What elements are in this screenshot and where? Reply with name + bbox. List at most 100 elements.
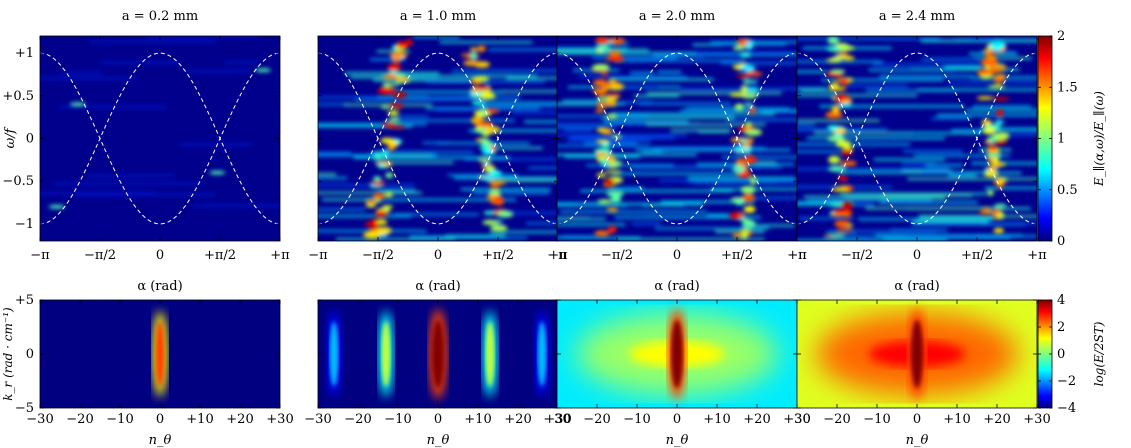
heatmap-hotspot [607, 225, 617, 234]
heatmap-hotspot [610, 195, 622, 204]
heatmap-streak [318, 103, 350, 106]
heatmap-streak [715, 230, 765, 233]
heatmap-hotspot [381, 149, 389, 158]
heatmap-streak [803, 195, 930, 199]
heatmap-hotspot [732, 45, 745, 51]
heatmap-streak [89, 40, 215, 43]
heatmap-hotspot [745, 71, 763, 77]
heatmap-streak [873, 158, 945, 161]
heatmap-hotspot [595, 36, 610, 45]
bottom-panel-1: −30 −20 −10 0 +10 +20 +30 n_θ −5 0 +5k_r (rad · cm… [1, 293, 294, 448]
heatmap-streak [318, 214, 412, 218]
spectrum-peak [381, 321, 391, 387]
heatmap-hotspot [375, 210, 388, 217]
heatmap-streak [394, 115, 429, 118]
heatmap-streak [373, 79, 487, 82]
heatmap-streak [426, 80, 545, 84]
heatmap-streak [318, 208, 366, 211]
heatmap-streak [488, 48, 558, 51]
heatmap-streak [797, 239, 869, 241]
heatmap-hotspot [989, 40, 1007, 49]
heatmap-hotspot [373, 152, 382, 160]
heatmap-hotspot [606, 114, 618, 119]
x-tick-label: −20 [823, 412, 850, 427]
heatmap-hotspot [469, 52, 478, 60]
heatmap-streak [380, 75, 538, 78]
heatmap-streak [611, 202, 704, 206]
heatmap-hotspot [744, 128, 763, 136]
heatmap-streak [797, 150, 852, 153]
colorbar-tick-label: 1 [1057, 132, 1065, 147]
heatmap-hotspot [840, 201, 854, 209]
x-tick-label: +10 [943, 412, 970, 427]
heatmap-hotspot [993, 227, 1004, 234]
x-axis-label: α (rad) [654, 279, 699, 294]
heatmap-streak [834, 203, 875, 207]
heatmap-hotspot [995, 80, 1002, 86]
heatmap-hotspot [828, 155, 841, 164]
heatmap-streak [819, 105, 965, 108]
heatmap-hotspot [992, 75, 1007, 82]
heatmap-streak [183, 70, 252, 73]
heatmap-hotspot [741, 144, 752, 148]
heatmap-hotspot [984, 48, 992, 55]
heatmap-hotspot [988, 66, 1001, 73]
x-tick-label: −10 [623, 412, 650, 427]
heatmap-hotspot [209, 170, 226, 175]
heatmap-hotspot [363, 231, 382, 239]
heatmap-streak [505, 76, 558, 80]
heatmap-hotspot [382, 204, 394, 209]
heatmap-hotspot [835, 53, 849, 57]
heatmap-streak [512, 111, 558, 115]
heatmap-streak [611, 78, 715, 81]
heatmap-hotspot [389, 51, 408, 59]
heatmap-streak [912, 220, 989, 224]
heatmap-hotspot [608, 160, 623, 167]
heatmap-hotspot [993, 162, 1002, 168]
heatmap-hotspot [606, 207, 619, 212]
heatmap-hotspot [825, 46, 843, 51]
heatmap-hotspot [734, 103, 744, 111]
heatmap-streak [557, 49, 626, 53]
heatmap-ridges [363, 38, 514, 239]
heatmap-hotspot [985, 55, 997, 62]
heatmap-streak [797, 203, 855, 206]
heatmap-streak [910, 68, 1020, 71]
heatmap-streak [797, 167, 950, 171]
heatmap-hotspot [602, 84, 610, 91]
x-tick-label: −π [547, 248, 567, 263]
heatmap-streak [593, 85, 660, 88]
heatmap-streak [984, 186, 1037, 190]
heatmap-hotspot [472, 76, 490, 81]
x-tick-label: +20 [983, 412, 1010, 427]
heatmap-hotspot [749, 106, 756, 114]
heatmap-streak [386, 154, 431, 158]
heatmap-hotspot [740, 85, 749, 93]
x-axis-label: α (rad) [415, 279, 460, 294]
heatmap-streak [560, 210, 707, 213]
heatmap-hotspot [490, 224, 508, 232]
heatmap-streak [638, 102, 732, 105]
heatmap-streak [557, 153, 697, 156]
heatmap-streak [921, 57, 983, 61]
curve-cos [40, 52, 280, 225]
heatmap-hotspot [482, 125, 500, 134]
heatmap-hotspot [592, 63, 610, 71]
heatmap-streak [807, 199, 932, 202]
heatmap-hotspot [463, 60, 481, 66]
heatmap-streak [557, 236, 641, 240]
heatmap-hotspot [595, 45, 610, 51]
heatmap-hotspot [69, 102, 86, 107]
heatmap-hotspot [370, 181, 386, 186]
heatmap-streak [318, 176, 348, 180]
heatmap-streak [974, 57, 1032, 60]
heatmap-hotspot [378, 163, 386, 169]
x-tick-label: −30 [783, 412, 810, 427]
x-tick-label: +10 [464, 412, 491, 427]
x-axis-label: n_θ [149, 433, 172, 448]
heatmap-streak [630, 71, 655, 75]
x-tick-label: +π/2 [961, 248, 993, 263]
heatmap-hotspot [597, 199, 612, 205]
heatmap-streak [651, 146, 765, 150]
heatmap-streak [557, 126, 616, 129]
